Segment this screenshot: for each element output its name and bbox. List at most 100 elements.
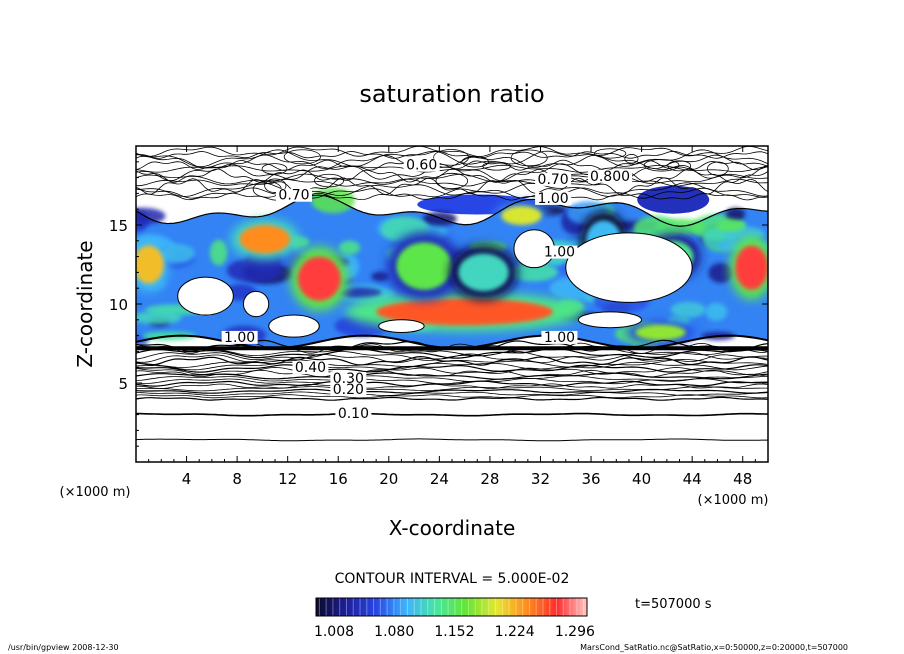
colorbar-tick-label: 1.224 <box>495 624 535 640</box>
contour-line <box>136 353 768 364</box>
contour-label-bg <box>588 169 632 183</box>
contour-line <box>136 386 768 392</box>
x-tick-label: 48 <box>733 470 752 488</box>
contour-label: 0.70 <box>278 188 309 204</box>
y-tick-label: 10 <box>109 296 128 314</box>
contour-label-bg <box>403 158 440 172</box>
cloud-blob <box>311 187 355 214</box>
cloud-blob <box>670 301 706 318</box>
y-tick-label: 15 <box>109 217 128 235</box>
contour-label-bg <box>330 383 367 397</box>
x-tick-label: 32 <box>531 470 550 488</box>
contour-line <box>136 372 768 380</box>
cloud-blob <box>226 258 283 283</box>
chart-title: saturation ratio <box>359 80 544 108</box>
contour-line <box>136 369 768 378</box>
contour-label: 0.60 <box>406 158 437 174</box>
x-unit-right: (×1000 m) <box>698 493 769 508</box>
colorbar-frame <box>315 597 588 617</box>
cloud-blob <box>136 311 182 325</box>
x-tick-label: 8 <box>232 470 242 488</box>
footer-left: /usr/bin/gpview 2008-12-30 <box>8 643 119 652</box>
colorbar: 1.008 1.080 1.152 1.224 1.296 <box>314 597 595 640</box>
contour-label-bg <box>221 330 258 344</box>
cloud-blob <box>337 287 382 299</box>
contour-label-bg <box>330 372 367 385</box>
cloud-region <box>735 245 768 290</box>
cloud-blob <box>371 271 391 282</box>
contour-label: 1.00 <box>544 245 575 261</box>
colorbar-tick-label: 1.296 <box>555 624 595 640</box>
contour-line <box>136 146 768 157</box>
cloud-blob <box>725 207 746 221</box>
x-tick-label: 4 <box>182 470 192 488</box>
hole-region <box>577 311 643 329</box>
subsaturated-holes <box>177 229 693 338</box>
contour-line <box>136 438 768 442</box>
cloud-region <box>376 298 554 326</box>
contour-label: 1.00 <box>538 191 569 207</box>
contour-label-bg <box>335 406 372 420</box>
contour-loop <box>624 154 639 164</box>
cloud-patch <box>637 185 710 214</box>
contour-label: 1.00 <box>544 330 575 346</box>
plot-area: 0.60 0.70 0.800 1.00 0.70 1.00 1.00 1.00 0.40 0.3… <box>136 146 768 462</box>
x-tick-label: 24 <box>430 470 449 488</box>
cloud-blob <box>159 244 195 264</box>
y-tick-label: 5 <box>118 375 128 393</box>
contour-label: 0.10 <box>338 406 369 422</box>
cloud-region <box>239 225 291 254</box>
cloud-blob <box>708 262 734 283</box>
cloud-blob <box>339 240 361 255</box>
cloud-blob <box>693 311 710 338</box>
contour-line <box>136 378 768 385</box>
contour-line <box>136 154 768 170</box>
hole-region <box>378 319 425 333</box>
x-tick-label: 36 <box>581 470 600 488</box>
contour-loop <box>510 149 548 167</box>
contour-line <box>136 164 768 173</box>
contour-line <box>136 192 768 201</box>
contour-loop <box>594 148 627 159</box>
contour-label: 0.70 <box>538 172 569 188</box>
cloud-region <box>396 242 452 290</box>
contour-loop <box>643 159 680 172</box>
x-tick-label: 20 <box>379 470 398 488</box>
contour-line <box>136 150 768 159</box>
cloud-region <box>635 324 686 341</box>
contour-interval-label: CONTOUR INTERVAL = 5.000E-02 <box>335 571 570 587</box>
contour-loop <box>314 173 345 188</box>
y-axis: 5 10 15 <box>109 161 768 447</box>
contour-label-bg <box>541 330 578 344</box>
contour-line <box>136 380 768 387</box>
contour-line-top-edge <box>136 194 768 227</box>
cloud-blob <box>509 263 558 282</box>
contour-label: 0.30 <box>333 371 364 387</box>
contour-label-bg <box>292 360 329 374</box>
contour-loop <box>667 160 692 172</box>
colorbar-stripes <box>318 598 585 616</box>
contour-label-bg <box>541 245 578 259</box>
contour-line <box>136 159 768 171</box>
contour-loop <box>707 161 729 176</box>
contour-label: 1.00 <box>224 330 255 346</box>
contour-label-bg <box>535 191 572 205</box>
x-axis: 4 8 12 16 20 24 28 32 36 40 44 48 <box>148 146 756 488</box>
footer-right: MarsCond_SatRatio.nc@SatRatio,x=0:50000,… <box>580 643 848 652</box>
cloud-blob <box>209 239 228 266</box>
contour-loop <box>283 149 321 165</box>
colorbar-gradient <box>316 598 587 616</box>
x-tick-label: 40 <box>632 470 651 488</box>
contour-line <box>136 367 768 375</box>
contour-label-bg <box>276 188 312 202</box>
contour-line <box>136 348 768 359</box>
contour-line <box>136 182 768 197</box>
x-tick-label: 16 <box>329 470 348 488</box>
contour-loop <box>435 172 469 189</box>
contour-label: 0.20 <box>333 382 364 398</box>
x-axis-label: X-coordinate <box>389 516 516 540</box>
contour-loop <box>261 163 288 175</box>
colorbar-tick-label: 1.152 <box>434 624 474 640</box>
cloud-region <box>458 253 509 292</box>
